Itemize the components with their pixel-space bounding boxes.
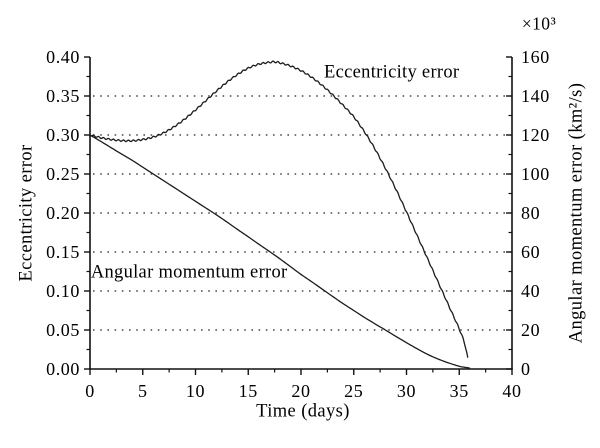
y-left-tick-label: 0.05	[46, 320, 80, 340]
left-axis-title: Eccentricity error	[16, 144, 37, 282]
y-right-tick-label: 40	[521, 281, 540, 301]
x-tick-label: 0	[85, 381, 95, 401]
right-axis-multiplier-label: ×10³	[521, 13, 557, 34]
y-right-tick-label: 0	[521, 359, 531, 379]
y-left-tick-label: 0.25	[46, 164, 80, 184]
y-right-tick-label: 20	[521, 320, 540, 340]
y-right-tick-label: 120	[521, 125, 550, 145]
y-left-tick-label: 0.30	[46, 125, 80, 145]
x-tick-label: 10	[186, 381, 205, 401]
y-left-tick-label: 0.10	[46, 281, 80, 301]
x-tick-label: 15	[239, 381, 258, 401]
y-left-tick-label: 0.15	[46, 242, 80, 262]
y-right-tick-label: 60	[521, 242, 540, 262]
x-tick-label: 25	[344, 381, 363, 401]
y-left-tick-label: 0.40	[46, 47, 80, 67]
y-right-tick-label: 100	[521, 164, 550, 184]
y-right-tick-label: 80	[521, 203, 540, 223]
x-tick-label: 40	[502, 381, 521, 401]
y-right-tick-label: 160	[521, 47, 550, 67]
eccentricity-curve	[89, 60, 469, 358]
y-left-tick-label: 0.20	[46, 203, 80, 223]
x-axis-title: Time (days)	[256, 401, 350, 422]
x-tick-label: 35	[450, 381, 469, 401]
annotation-angular-momentum-error: Angular momentum error	[90, 262, 288, 283]
x-tick-label: 20	[291, 381, 310, 401]
x-tick-label: 30	[397, 381, 416, 401]
y-right-tick-label: 140	[521, 86, 550, 106]
x-tick-label: 5	[138, 381, 148, 401]
angular-momentum-curve	[89, 134, 470, 369]
right-axis-title: Angular momentum error (km²/s)	[566, 82, 587, 344]
annotation-eccentricity-error: Eccentricity error	[324, 62, 460, 83]
y-left-tick-label: 0.00	[46, 359, 80, 379]
y-left-tick-label: 0.35	[46, 86, 80, 106]
